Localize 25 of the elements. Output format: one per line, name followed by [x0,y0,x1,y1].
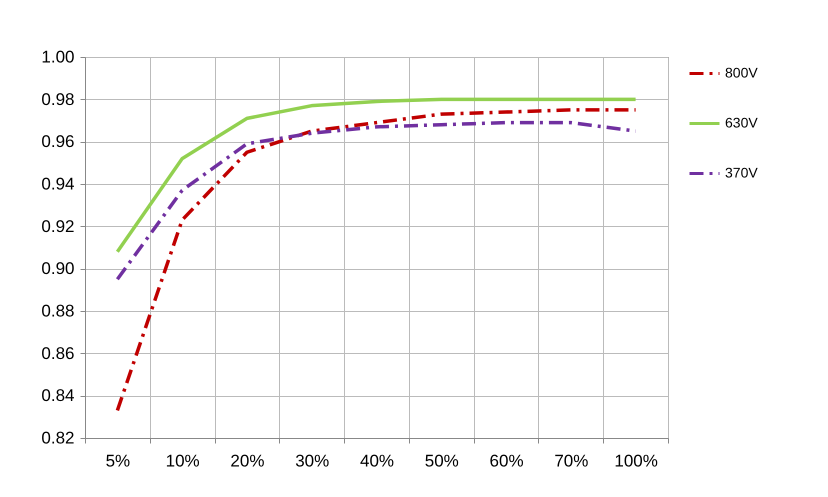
x-tick-label: 50% [424,452,459,470]
y-tick-label: 0.94 [41,174,74,194]
y-tick-label: 0.86 [41,344,74,363]
y-tick-label: 0.98 [41,90,74,109]
line-series [116,120,638,281]
y-tick-label: 0.84 [41,386,74,406]
legend-label: 630V [725,114,758,130]
y-tick-label: 0.88 [41,302,74,320]
legend-label: 800V [725,64,758,80]
y-tick-label: 0.96 [41,132,74,152]
x-tick-label: 60% [490,452,524,470]
x-tick-label: 30% [295,452,330,470]
x-tick-label: 20% [230,452,264,470]
x-tick-label: 5% [106,452,130,470]
legend-label: 370V [725,164,758,180]
x-tick-label: 40% [360,452,394,470]
line-series [116,108,638,412]
x-tick-label: 70% [554,452,588,470]
x-tick-label: 100% [614,452,658,470]
y-tick-label: 0.90 [41,259,74,278]
y-tick-label: 1.00 [41,48,74,66]
x-tick-label: 10% [166,452,200,470]
line-series [116,98,638,254]
y-tick-label: 0.92 [41,216,74,236]
y-tick-label: 0.82 [41,428,74,448]
